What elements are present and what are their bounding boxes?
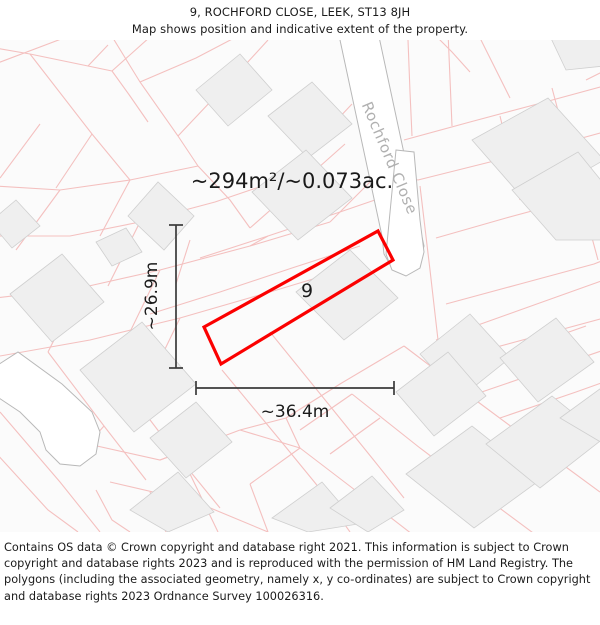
width-dimension-label: ~36.4m [261,402,330,422]
plot-number-label: 9 [301,280,313,302]
height-dimension: ~26.9m [142,224,183,369]
road-polygons [0,40,425,467]
building-footprints [0,40,600,532]
height-dimension-label: ~26.9m [142,262,162,331]
map-canvas[interactable]: Rochford Close 9 ~294m²/~0.073ac. ~26.9m… [0,40,600,532]
map-vector-layer: Rochford Close 9 ~294m²/~0.073ac. ~26.9m… [0,40,600,532]
area-label: ~294m²/~0.073ac. [191,169,393,193]
page-subtitle: Map shows position and indicative extent… [131,22,469,36]
map-footer: Contains OS data © Crown copyright and d… [0,532,600,625]
property-boundary-polygon[interactable] [201,228,396,367]
width-dimension: ~36.4m [195,381,395,422]
copyright-text: Contains OS data © Crown copyright and d… [4,541,591,603]
map-header: 9, ROCHFORD CLOSE, LEEK, ST13 8JH Map sh… [0,0,600,40]
cul-de-sac-road [0,351,101,467]
page-title: 9, ROCHFORD CLOSE, LEEK, ST13 8JH [189,5,411,19]
